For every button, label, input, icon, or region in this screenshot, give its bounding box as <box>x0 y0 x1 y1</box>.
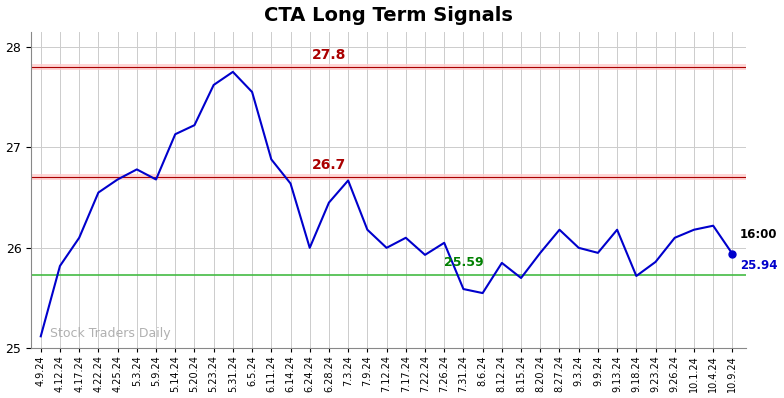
Text: 16:00: 16:00 <box>740 228 778 241</box>
Bar <box>31 174 746 180</box>
Bar <box>31 64 746 70</box>
Text: 26.7: 26.7 <box>312 158 346 172</box>
Text: 25.94: 25.94 <box>740 259 778 272</box>
Text: 27.8: 27.8 <box>312 48 346 62</box>
Text: 25.59: 25.59 <box>444 256 483 269</box>
Text: Stock Traders Daily: Stock Traders Daily <box>50 327 171 340</box>
Title: CTA Long Term Signals: CTA Long Term Signals <box>264 6 513 25</box>
